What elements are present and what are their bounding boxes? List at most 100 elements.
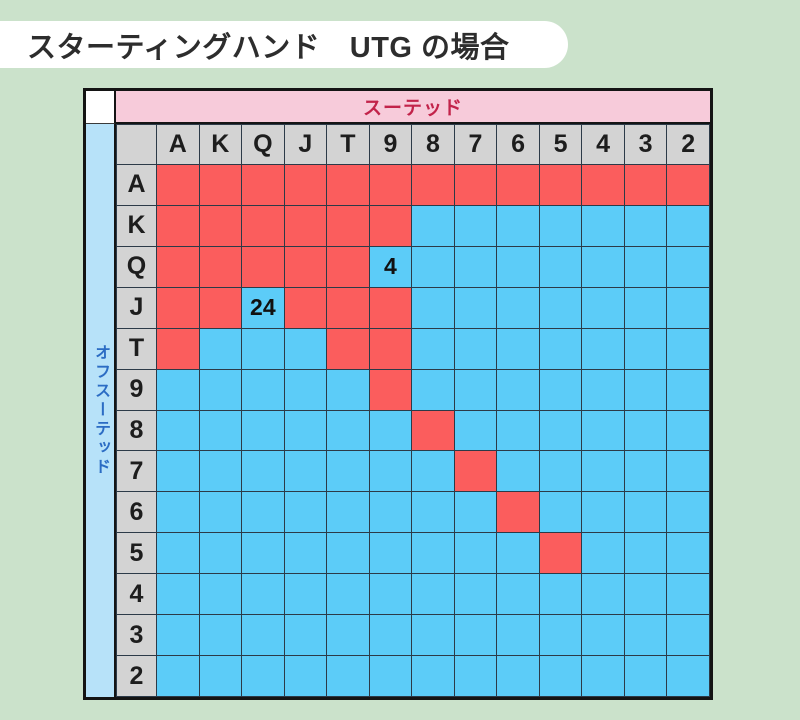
hand-cell-AT — [326, 164, 370, 206]
hand-cell-2Q — [241, 655, 285, 697]
hand-cell-82 — [666, 409, 710, 452]
hand-cell-5K — [198, 532, 243, 575]
hand-cell-45 — [538, 573, 583, 616]
table-row-A: A — [116, 164, 710, 206]
hand-cell-A2 — [666, 164, 710, 206]
hand-cell-34 — [581, 614, 625, 657]
hand-cell-7J — [283, 450, 328, 493]
hand-cell-24 — [581, 655, 625, 697]
column-header-T: T — [326, 124, 370, 165]
column-header-blank — [116, 124, 157, 165]
hand-cell-5A — [156, 532, 200, 575]
page-title-bar: スターティングハンド UTG の場合 — [0, 21, 568, 68]
hand-cell-7A — [156, 450, 200, 493]
row-header-A: A — [116, 164, 157, 206]
hand-cell-8Q — [241, 409, 285, 452]
hand-cell-9J — [283, 368, 328, 411]
hand-cell-73 — [623, 450, 668, 493]
column-header-3: 3 — [623, 124, 668, 165]
column-header-2: 2 — [666, 124, 710, 165]
hand-cell-8T — [326, 409, 370, 452]
hand-cell-4J — [283, 573, 328, 616]
hand-cell-36 — [496, 614, 540, 657]
suited-header-label: スーテッド — [362, 98, 463, 119]
hand-cell-TA — [156, 327, 200, 370]
hand-cell-QA — [156, 245, 200, 288]
hand-cell-9Q — [241, 368, 285, 411]
hand-cell-42 — [666, 573, 710, 616]
column-header-J: J — [283, 124, 328, 165]
hand-cell-K5 — [538, 204, 583, 247]
hand-cell-46 — [496, 573, 540, 616]
hand-cell-22 — [666, 655, 710, 697]
hand-cell-JA — [156, 286, 200, 329]
hand-cell-TT — [326, 327, 370, 370]
column-header-A: A — [156, 124, 200, 165]
hand-cell-47 — [453, 573, 498, 616]
column-header-7: 7 — [453, 124, 498, 165]
hand-grid-table: A K Q J T 9 8 7 6 5 4 3 2 A K Q 4 J 24 T 9 8 7 6 5 4 3 2 — [116, 124, 710, 697]
row-header-3: 3 — [116, 614, 157, 657]
hand-cell-3T — [326, 614, 370, 657]
hand-cell-6Q — [241, 491, 285, 534]
hand-cell-J4 — [581, 286, 625, 329]
row-header-7: 7 — [116, 450, 157, 493]
hand-cell-QT — [326, 245, 370, 288]
hand-cell-95 — [538, 368, 583, 411]
hand-cell-QJ — [283, 245, 328, 288]
hand-cell-3A — [156, 614, 200, 657]
hand-cell-TQ — [241, 327, 285, 370]
hand-cell-9A — [156, 368, 200, 411]
hand-cell-7K — [198, 450, 243, 493]
hand-cell-J3 — [623, 286, 668, 329]
hand-cell-87 — [453, 409, 498, 452]
hand-cell-Q3 — [623, 245, 668, 288]
hand-cell-66 — [496, 491, 540, 534]
hand-cell-Q5 — [538, 245, 583, 288]
row-header-8: 8 — [116, 409, 157, 452]
hand-cell-35 — [538, 614, 583, 657]
hand-cell-KA — [156, 204, 200, 247]
table-row-3: 3 — [116, 614, 710, 657]
row-header-K: K — [116, 204, 157, 247]
hand-cell-8J — [283, 409, 328, 452]
hand-cell-63 — [623, 491, 668, 534]
hand-cell-KK — [198, 204, 243, 247]
hand-cell-A3 — [623, 164, 668, 206]
table-row-T: T — [116, 327, 710, 370]
row-header-2: 2 — [116, 655, 157, 697]
hand-cell-TJ — [283, 327, 328, 370]
hand-cell-6K — [198, 491, 243, 534]
corner-cell — [86, 91, 116, 124]
row-header-T: T — [116, 327, 157, 370]
hand-cell-79 — [368, 450, 413, 493]
hand-cell-K6 — [496, 204, 540, 247]
hand-cell-97 — [453, 368, 498, 411]
hand-cell-78 — [411, 450, 455, 493]
hand-cell-A9 — [368, 164, 413, 206]
hand-cell-67 — [453, 491, 498, 534]
hand-cell-AK — [198, 164, 243, 206]
hand-cell-JK — [198, 286, 243, 329]
hand-cell-6J — [283, 491, 328, 534]
hand-cell-56 — [496, 532, 540, 575]
hand-cell-Q2 — [666, 245, 710, 288]
table-row-2: 2 — [116, 655, 710, 697]
hand-cell-4K — [198, 573, 243, 616]
hand-cell-A5 — [538, 164, 583, 206]
hand-cell-K3 — [623, 204, 668, 247]
table-row-J: J 24 — [116, 286, 710, 329]
hand-cell-3J — [283, 614, 328, 657]
hand-cell-59 — [368, 532, 413, 575]
hand-cell-83 — [623, 409, 668, 452]
hand-cell-AQ — [241, 164, 285, 206]
hand-cell-76 — [496, 450, 540, 493]
offsuit-header: オフスーテッド — [86, 124, 116, 697]
hand-cell-Q6 — [496, 245, 540, 288]
hand-cell-77 — [453, 450, 498, 493]
hand-cell-KJ — [283, 204, 328, 247]
hand-cell-J6 — [496, 286, 540, 329]
hand-cell-AA — [156, 164, 200, 206]
hand-cell-J7 — [453, 286, 498, 329]
row-header-9: 9 — [116, 368, 157, 411]
